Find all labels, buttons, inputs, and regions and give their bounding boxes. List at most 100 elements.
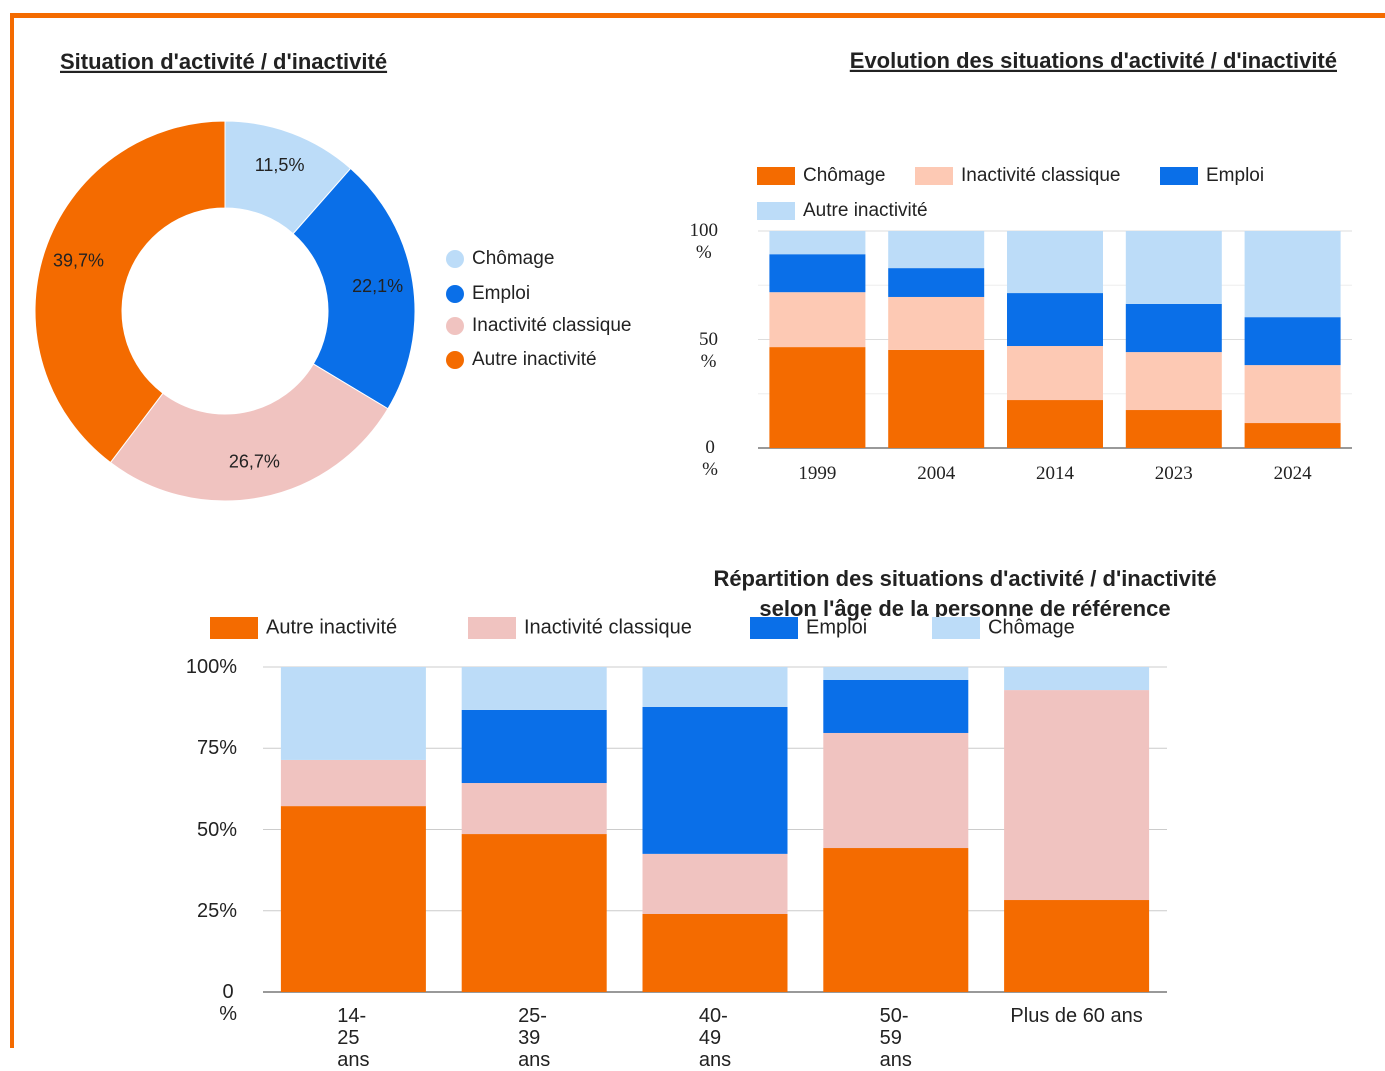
y-tick-text: 0 % — [702, 437, 718, 480]
slice-label: 22,1% — [352, 276, 403, 296]
bar-segment — [769, 231, 866, 255]
legend-label: Chômage — [472, 248, 554, 269]
x-tick-text: 1999 — [798, 463, 837, 484]
legend-swatch — [915, 167, 953, 185]
bar-segment — [1007, 231, 1103, 294]
legend-swatch — [757, 202, 795, 220]
legend-label: Emploi — [472, 283, 530, 304]
chart-title: Répartition des situations d'activité / … — [713, 566, 1216, 591]
bar-segment — [888, 268, 985, 297]
x-tick-label: 50-59 ans — [806, 1005, 986, 1071]
x-tick-text: 2024 — [1273, 463, 1312, 484]
chart-title: Evolution des situations d'activité / d'… — [850, 48, 1337, 73]
bar-segment — [823, 848, 969, 992]
bar-segment — [461, 783, 607, 835]
page: Situation d'activité / d'inactivité 11,5%… — [10, 13, 1385, 1071]
x-tick-label: 1999 — [727, 463, 907, 485]
y-tick-text: 50 % — [699, 328, 718, 372]
x-tick-label: 14-25 ans — [263, 1005, 443, 1071]
legend-swatch — [757, 167, 795, 185]
legend-label: Chômage — [803, 165, 885, 186]
legend-swatch — [750, 617, 798, 639]
y-tick-label: 50% — [177, 819, 237, 841]
bar-segment — [642, 667, 788, 707]
bar-segment — [461, 709, 607, 784]
x-tick-text: 2014 — [1036, 463, 1074, 484]
y-tick-label: 50 % — [658, 329, 718, 373]
bar-segment — [1007, 400, 1103, 448]
legend-label: Autre inactivité — [803, 200, 928, 221]
slice-label: 11,5% — [255, 155, 305, 175]
bar-segment — [888, 296, 985, 350]
legend-label: Chômage — [988, 616, 1075, 638]
bar-segment — [823, 732, 969, 849]
top-border — [10, 13, 1385, 18]
y-tick-label: 0 % — [658, 437, 718, 481]
x-tick-label: 40-49 ans — [625, 1005, 805, 1071]
bar-segment — [769, 347, 866, 448]
legend-label: Inactivité classique — [524, 616, 692, 638]
x-tick-text: 40-49 ans — [698, 1005, 732, 1071]
legend-label: Emploi — [1206, 165, 1264, 186]
y-tick-label: 100 % — [658, 220, 719, 264]
y-tick-label: 100% — [177, 656, 237, 678]
x-tick-text: 50-59 ans — [879, 1005, 912, 1071]
y-tick-label: 25% — [177, 900, 237, 922]
bar-segment — [888, 231, 985, 269]
slice-label: 26,7% — [229, 451, 280, 471]
bar-segment — [769, 254, 866, 293]
bar-segment — [1125, 410, 1222, 448]
legend-swatch — [210, 617, 258, 639]
bar-segment — [280, 759, 426, 807]
legend-marker — [446, 351, 464, 369]
donut-slice — [292, 167, 416, 410]
bar-segment — [1007, 293, 1103, 347]
legend-swatch — [1160, 167, 1198, 185]
bar-segment — [1244, 231, 1341, 318]
legend-marker — [446, 285, 464, 303]
bar-segment — [1004, 900, 1150, 992]
x-tick-label: 2014 — [965, 463, 1145, 485]
bar-segment — [280, 806, 426, 992]
chart-title: selon l'âge de la personne de référence — [759, 596, 1170, 621]
legend-marker — [446, 250, 464, 268]
bar-segment — [1125, 303, 1222, 353]
bar-segment — [461, 667, 607, 710]
legend-label: Autre inactivité — [266, 616, 397, 638]
x-tick-label: 25-39 ans — [444, 1005, 624, 1071]
x-tick-text: 25-39 ans — [518, 1005, 551, 1071]
bar-segment — [642, 914, 788, 992]
y-tick-text: 100 % — [689, 220, 719, 263]
legend-swatch — [468, 617, 516, 639]
legend-label: Inactivité classique — [961, 165, 1120, 186]
bar-segment — [1125, 352, 1222, 411]
y-tick-text: 50% — [196, 818, 237, 841]
y-tick-text: 0 % — [219, 981, 238, 1025]
bar-segment — [1004, 667, 1150, 691]
bar-segment — [1007, 346, 1103, 401]
y-tick-label: 0 % — [177, 981, 237, 1025]
left-border — [10, 13, 14, 1048]
donut-slice — [34, 120, 226, 464]
donut-slice — [109, 363, 389, 502]
legend-label: Autre inactivité — [472, 349, 597, 370]
y-tick-text: 75% — [196, 737, 237, 760]
y-tick-text: 100% — [185, 656, 237, 678]
bar-segment — [769, 292, 866, 348]
bar-segment — [888, 349, 985, 448]
bar-segment — [823, 667, 969, 680]
bar-segment — [461, 834, 607, 992]
x-tick-label: 2023 — [1084, 463, 1264, 485]
bar-segment — [1004, 690, 1150, 901]
x-tick-label: 2024 — [1203, 463, 1383, 485]
bar-segment — [1244, 317, 1341, 366]
bar-segment — [1244, 365, 1341, 424]
legend-label: Inactivité classique — [472, 315, 631, 336]
x-tick-text: 2023 — [1154, 463, 1193, 484]
x-tick-text: 2004 — [917, 463, 956, 484]
bar-segment — [823, 680, 969, 733]
chart-title: Situation d'activité / d'inactivité — [60, 49, 387, 74]
bar-segment — [1125, 231, 1222, 304]
legend-label: Emploi — [806, 616, 867, 638]
y-tick-text: 25% — [196, 899, 237, 922]
